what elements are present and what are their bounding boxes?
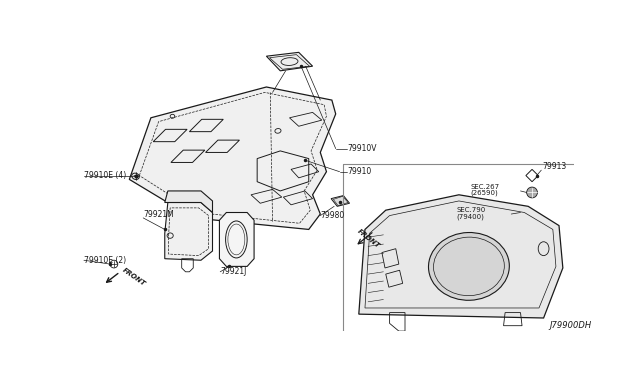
Circle shape xyxy=(527,187,538,198)
Text: 79910E (2): 79910E (2) xyxy=(84,256,126,265)
Text: 79913: 79913 xyxy=(542,162,566,171)
Polygon shape xyxy=(220,212,254,266)
Circle shape xyxy=(110,260,118,268)
Polygon shape xyxy=(129,87,336,230)
Text: (26590): (26590) xyxy=(470,190,498,196)
Ellipse shape xyxy=(429,232,509,300)
Text: 79921M: 79921M xyxy=(143,209,174,218)
Text: SEC.267: SEC.267 xyxy=(470,184,500,190)
Text: 79910E (4): 79910E (4) xyxy=(84,171,126,180)
Text: (79400): (79400) xyxy=(456,213,484,219)
Polygon shape xyxy=(359,195,563,318)
Text: 79910V: 79910V xyxy=(348,144,377,153)
Polygon shape xyxy=(164,202,212,260)
Text: FRONT: FRONT xyxy=(122,267,147,287)
Text: 79980: 79980 xyxy=(320,211,344,220)
Text: SEC.790: SEC.790 xyxy=(456,207,486,213)
Text: FRONT: FRONT xyxy=(356,228,381,249)
Polygon shape xyxy=(164,191,212,212)
Text: 79910: 79910 xyxy=(348,167,371,176)
Polygon shape xyxy=(266,52,312,71)
Polygon shape xyxy=(526,169,538,182)
Text: J79900DH: J79900DH xyxy=(550,321,592,330)
Text: 79921J: 79921J xyxy=(220,267,246,276)
Polygon shape xyxy=(331,196,349,206)
